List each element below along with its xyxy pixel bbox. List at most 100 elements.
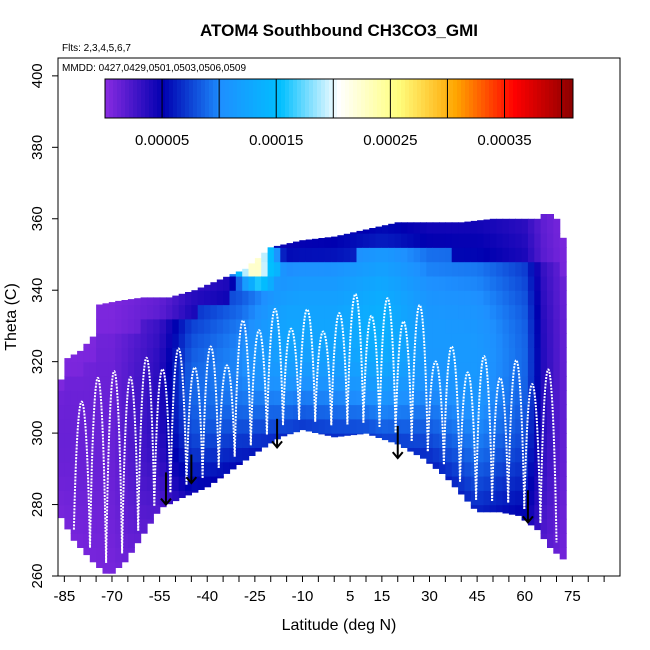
heatmap-cell [464,375,472,391]
heatmap-cell [299,304,307,320]
heatmap-cell [159,390,167,406]
heatmap-cell [369,361,377,377]
down-arrow-icon [391,425,404,460]
heatmap-cell [58,476,65,491]
heatmap-cell [337,247,345,263]
heatmap-cell [432,222,440,234]
heatmap-cell [502,504,510,514]
colorbar-swatch [549,79,554,118]
heatmap-cell [464,404,472,420]
heatmap-cell [172,390,180,406]
colorbar-swatch [537,79,542,118]
down-arrow-icon [271,418,283,449]
heatmap-cell [229,347,237,363]
heatmap-cell [299,418,307,431]
heatmap-cell [547,218,554,234]
x-tick-label: 60 [516,588,533,605]
heatmap-cell [477,476,485,491]
heatmap-cell [58,433,65,448]
heatmap-cell [204,418,212,434]
flight-profile-line [201,345,220,478]
heatmap-cell [559,476,567,491]
heatmap-cell [559,375,567,391]
heatmap-cell [534,390,542,406]
heatmap-cell [58,418,65,434]
heatmap-cell [254,333,262,348]
heatmap-cell [527,347,535,363]
heatmap-cell [229,304,237,320]
heatmap-cell [299,247,307,263]
heatmap-cell [286,361,294,377]
heatmap-cell [197,404,205,420]
heatmap-cell [248,418,256,434]
flight-profile-line [442,345,461,482]
heatmap-cell [388,433,396,443]
heatmap-cell [280,261,288,277]
heatmap-cell [115,447,123,463]
heatmap-cell [394,233,402,248]
colorbar-tick-label: 0.00015 [249,132,303,149]
heatmap-cell [77,375,85,391]
heatmap-cell [445,461,453,477]
heatmap-cell [286,347,294,363]
heatmap-cell [477,220,485,234]
heatmap-cell [350,333,358,348]
heatmap-cell [305,261,313,277]
heatmap-cell [527,418,535,434]
heatmap-cell [464,221,472,234]
heatmap-cell [559,547,567,560]
heatmap-cell [324,318,332,334]
heatmap-cell [64,390,72,406]
heatmap-cell [305,275,313,291]
heatmap-cell [559,361,567,377]
heatmap-cell [102,303,110,306]
heatmap-cell [172,375,180,391]
heatmap-cell [439,304,446,320]
heatmap-cell [318,404,326,420]
heatmap-cell [223,290,231,306]
heatmap-cell [547,261,554,277]
heatmap-cell [127,490,135,506]
colorbar-swatch [189,79,194,118]
x-tick-label: 30 [421,588,438,605]
heatmap-cell [534,347,542,363]
heatmap-cell [127,461,135,477]
colorbar-swatch [209,79,214,118]
heatmap-cell [115,518,123,534]
heatmap-cell [547,304,554,320]
heatmap-cell [286,375,294,391]
heatmap-cell [464,318,472,334]
heatmap-cell [159,375,167,391]
heatmap-cell [223,390,231,406]
heatmap-cell [362,318,370,334]
heatmap-cell [381,375,389,391]
colorbar-swatch [337,79,342,118]
heatmap-cell [83,347,91,363]
heatmap-cell [191,418,199,434]
colorbar-swatch [153,79,158,118]
heatmap-cell [400,390,408,406]
heatmap-cell [324,333,332,348]
heatmap-cell [108,504,116,520]
heatmap-cell [261,304,269,320]
heatmap-cell [280,304,288,320]
heatmap-cell [64,418,72,434]
heatmap-cell [159,461,167,477]
heatmap-cell [223,333,231,348]
heatmap-cell [159,433,167,448]
heatmap-cell [280,347,288,363]
heatmap-cell [96,533,104,548]
heatmap-cell [242,361,250,377]
heatmap-cell [293,375,300,391]
heatmap-cell [394,333,402,348]
heatmap-cell [178,333,186,348]
colorbar-swatch [357,79,362,118]
heatmap-cell [470,461,478,477]
heatmap-cell [185,292,192,306]
heatmap-cell [534,504,542,520]
heatmap-cell [420,333,427,348]
heatmap-cell [293,304,300,320]
heatmap-cell [267,390,275,406]
heatmap-cell [127,404,135,420]
